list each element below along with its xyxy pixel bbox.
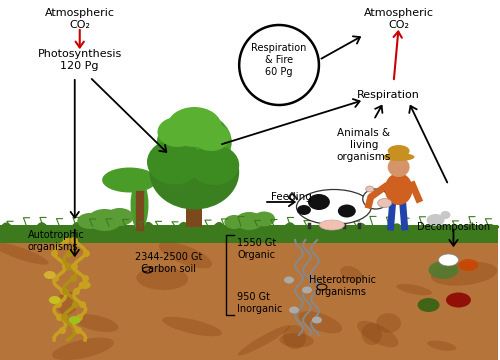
Text: Heterotrophic
  organisms: Heterotrophic organisms [309, 275, 376, 297]
Ellipse shape [74, 314, 118, 332]
Ellipse shape [308, 194, 330, 210]
Text: Photosynthesis
120 Pg: Photosynthesis 120 Pg [38, 49, 122, 71]
Text: Autotrophic
organisms: Autotrophic organisms [28, 230, 84, 252]
Ellipse shape [147, 140, 202, 185]
Ellipse shape [78, 281, 90, 289]
Ellipse shape [376, 313, 401, 333]
Ellipse shape [297, 205, 311, 215]
Bar [0, 235, 498, 360]
Text: 2344-2500 Gt
  Carbon soil: 2344-2500 Gt Carbon soil [134, 252, 202, 274]
Ellipse shape [56, 291, 78, 315]
Ellipse shape [357, 321, 399, 347]
Ellipse shape [388, 157, 409, 177]
Ellipse shape [190, 145, 239, 185]
Ellipse shape [312, 316, 322, 324]
Text: Respiration: Respiration [357, 90, 420, 100]
Ellipse shape [77, 213, 102, 229]
Ellipse shape [238, 325, 290, 355]
Ellipse shape [446, 292, 471, 307]
Ellipse shape [427, 341, 456, 351]
Ellipse shape [378, 198, 392, 207]
Ellipse shape [52, 338, 114, 360]
Ellipse shape [440, 211, 450, 219]
Ellipse shape [418, 298, 440, 312]
Text: 950 Gt
Inorganic: 950 Gt Inorganic [237, 292, 282, 314]
Ellipse shape [388, 145, 409, 157]
Ellipse shape [340, 266, 362, 282]
Ellipse shape [428, 261, 458, 279]
Text: Feeding: Feeding [271, 192, 312, 202]
Ellipse shape [253, 212, 275, 226]
Ellipse shape [159, 242, 212, 268]
Ellipse shape [396, 284, 432, 295]
Ellipse shape [338, 204, 356, 217]
Ellipse shape [289, 306, 299, 314]
Ellipse shape [426, 214, 444, 226]
Text: Atmospheric
CO₂: Atmospheric CO₂ [44, 8, 114, 30]
Ellipse shape [192, 123, 230, 151]
Text: Respiration
& Fire
60 Pg: Respiration & Fire 60 Pg [252, 42, 306, 77]
Ellipse shape [150, 135, 239, 210]
Ellipse shape [158, 117, 198, 147]
Ellipse shape [162, 317, 222, 336]
Ellipse shape [106, 208, 134, 226]
Bar [186, 172, 202, 227]
Ellipse shape [167, 107, 222, 147]
Ellipse shape [438, 254, 458, 266]
Ellipse shape [0, 242, 48, 265]
Ellipse shape [224, 215, 244, 229]
Ellipse shape [458, 259, 478, 271]
Ellipse shape [283, 325, 306, 349]
Ellipse shape [69, 316, 80, 324]
Ellipse shape [363, 189, 388, 209]
Ellipse shape [87, 209, 122, 231]
Text: Animals &
living
organisms: Animals & living organisms [336, 129, 391, 162]
Text: Decomposition: Decomposition [417, 222, 490, 232]
Ellipse shape [298, 311, 342, 333]
Ellipse shape [366, 186, 374, 192]
Ellipse shape [130, 180, 148, 230]
Ellipse shape [320, 220, 344, 230]
Ellipse shape [49, 296, 61, 304]
Ellipse shape [431, 262, 498, 285]
Ellipse shape [296, 189, 371, 225]
Ellipse shape [382, 153, 414, 161]
Ellipse shape [102, 167, 157, 193]
Ellipse shape [44, 271, 56, 279]
Ellipse shape [235, 212, 263, 230]
Ellipse shape [136, 267, 188, 290]
Text: Atmospheric
CO₂: Atmospheric CO₂ [364, 8, 434, 30]
Ellipse shape [157, 112, 232, 172]
Ellipse shape [362, 323, 382, 345]
Bar [0, 225, 498, 243]
Ellipse shape [280, 333, 314, 347]
Ellipse shape [284, 276, 294, 284]
Text: 1550 Gt
Organic: 1550 Gt Organic [237, 238, 277, 260]
Ellipse shape [302, 287, 312, 293]
Ellipse shape [384, 173, 412, 205]
